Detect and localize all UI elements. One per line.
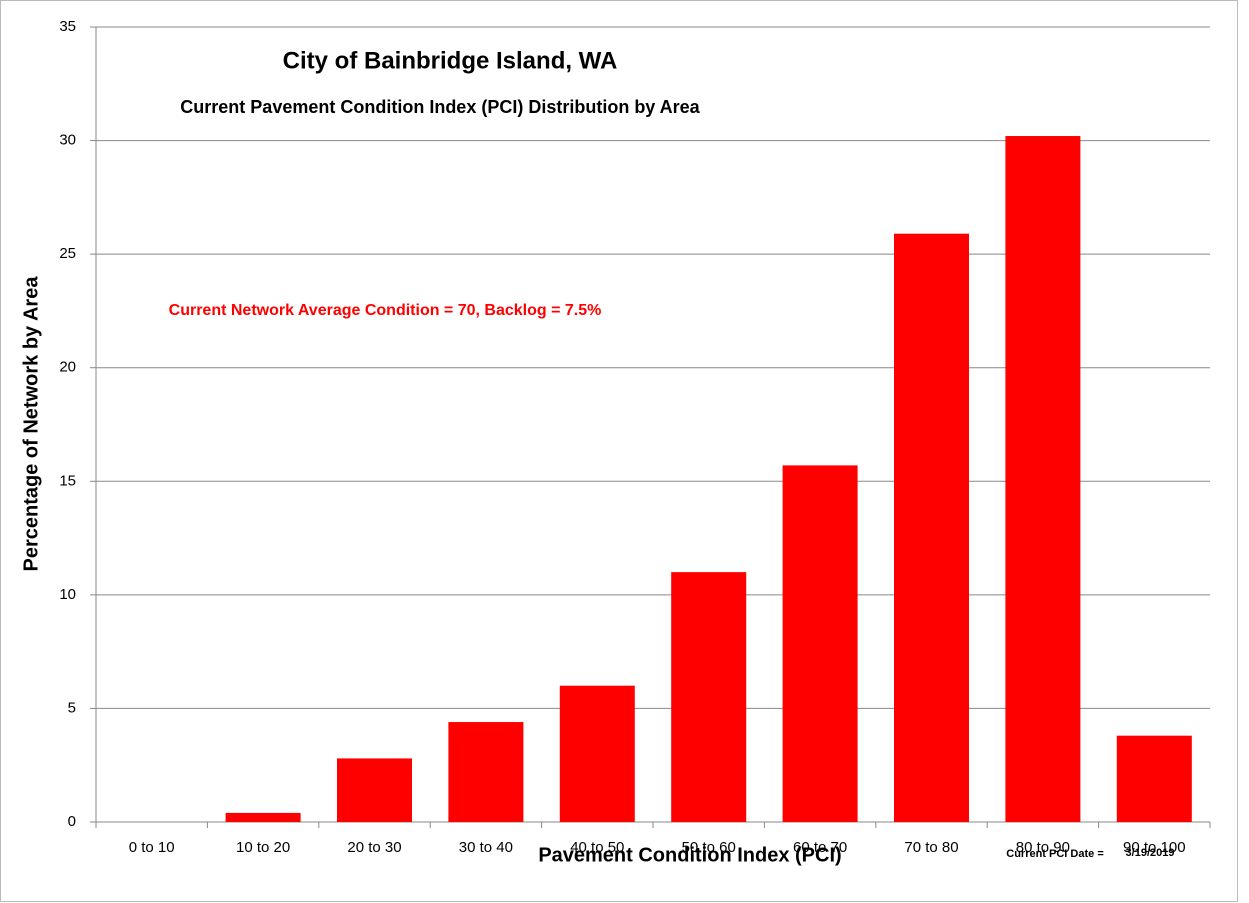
y-tick-label: 20 bbox=[59, 359, 76, 376]
chart-title: City of Bainbridge Island, WA bbox=[283, 47, 618, 74]
x-tick-label: 40 to 50 bbox=[570, 839, 624, 856]
date-label: Current PCI Date = bbox=[1006, 848, 1104, 860]
bar bbox=[671, 572, 747, 822]
bar bbox=[225, 812, 301, 822]
bar bbox=[1116, 735, 1192, 822]
y-tick-label: 35 bbox=[59, 18, 76, 35]
bar bbox=[559, 685, 635, 822]
bar bbox=[448, 722, 524, 822]
y-tick-label: 5 bbox=[68, 699, 76, 716]
x-tick-label: 20 to 30 bbox=[347, 839, 401, 856]
x-tick-label: 80 to 90 bbox=[1016, 839, 1070, 856]
y-axis-label: Percentage of Network by Area bbox=[20, 276, 42, 572]
y-tick-label: 25 bbox=[59, 245, 76, 262]
x-tick-label: 10 to 20 bbox=[236, 839, 290, 856]
bar bbox=[894, 233, 969, 822]
y-tick-label: 0 bbox=[68, 813, 76, 830]
y-tick-label: 10 bbox=[59, 586, 76, 603]
x-tick-label: 60 to 70 bbox=[793, 839, 847, 856]
bar bbox=[337, 758, 412, 822]
y-tick-label: 30 bbox=[59, 132, 76, 149]
x-tick-label: 0 to 10 bbox=[129, 839, 175, 856]
bar bbox=[782, 465, 858, 822]
y-tick-label: 15 bbox=[59, 472, 76, 489]
date-value: 3/19/2019 bbox=[1126, 847, 1175, 859]
bar bbox=[1005, 136, 1081, 822]
x-tick-label: 70 to 80 bbox=[904, 839, 958, 856]
chart-subtitle: Current Pavement Condition Index (PCI) D… bbox=[180, 97, 700, 117]
x-axis-label: Pavement Condition Index (PCI) bbox=[538, 844, 841, 866]
x-tick-label: 90 to 100 bbox=[1123, 839, 1186, 856]
x-tick-label: 50 to 60 bbox=[682, 839, 736, 856]
annotation: Current Network Average Condition = 70, … bbox=[169, 302, 602, 319]
x-tick-label: 30 to 40 bbox=[459, 839, 513, 856]
